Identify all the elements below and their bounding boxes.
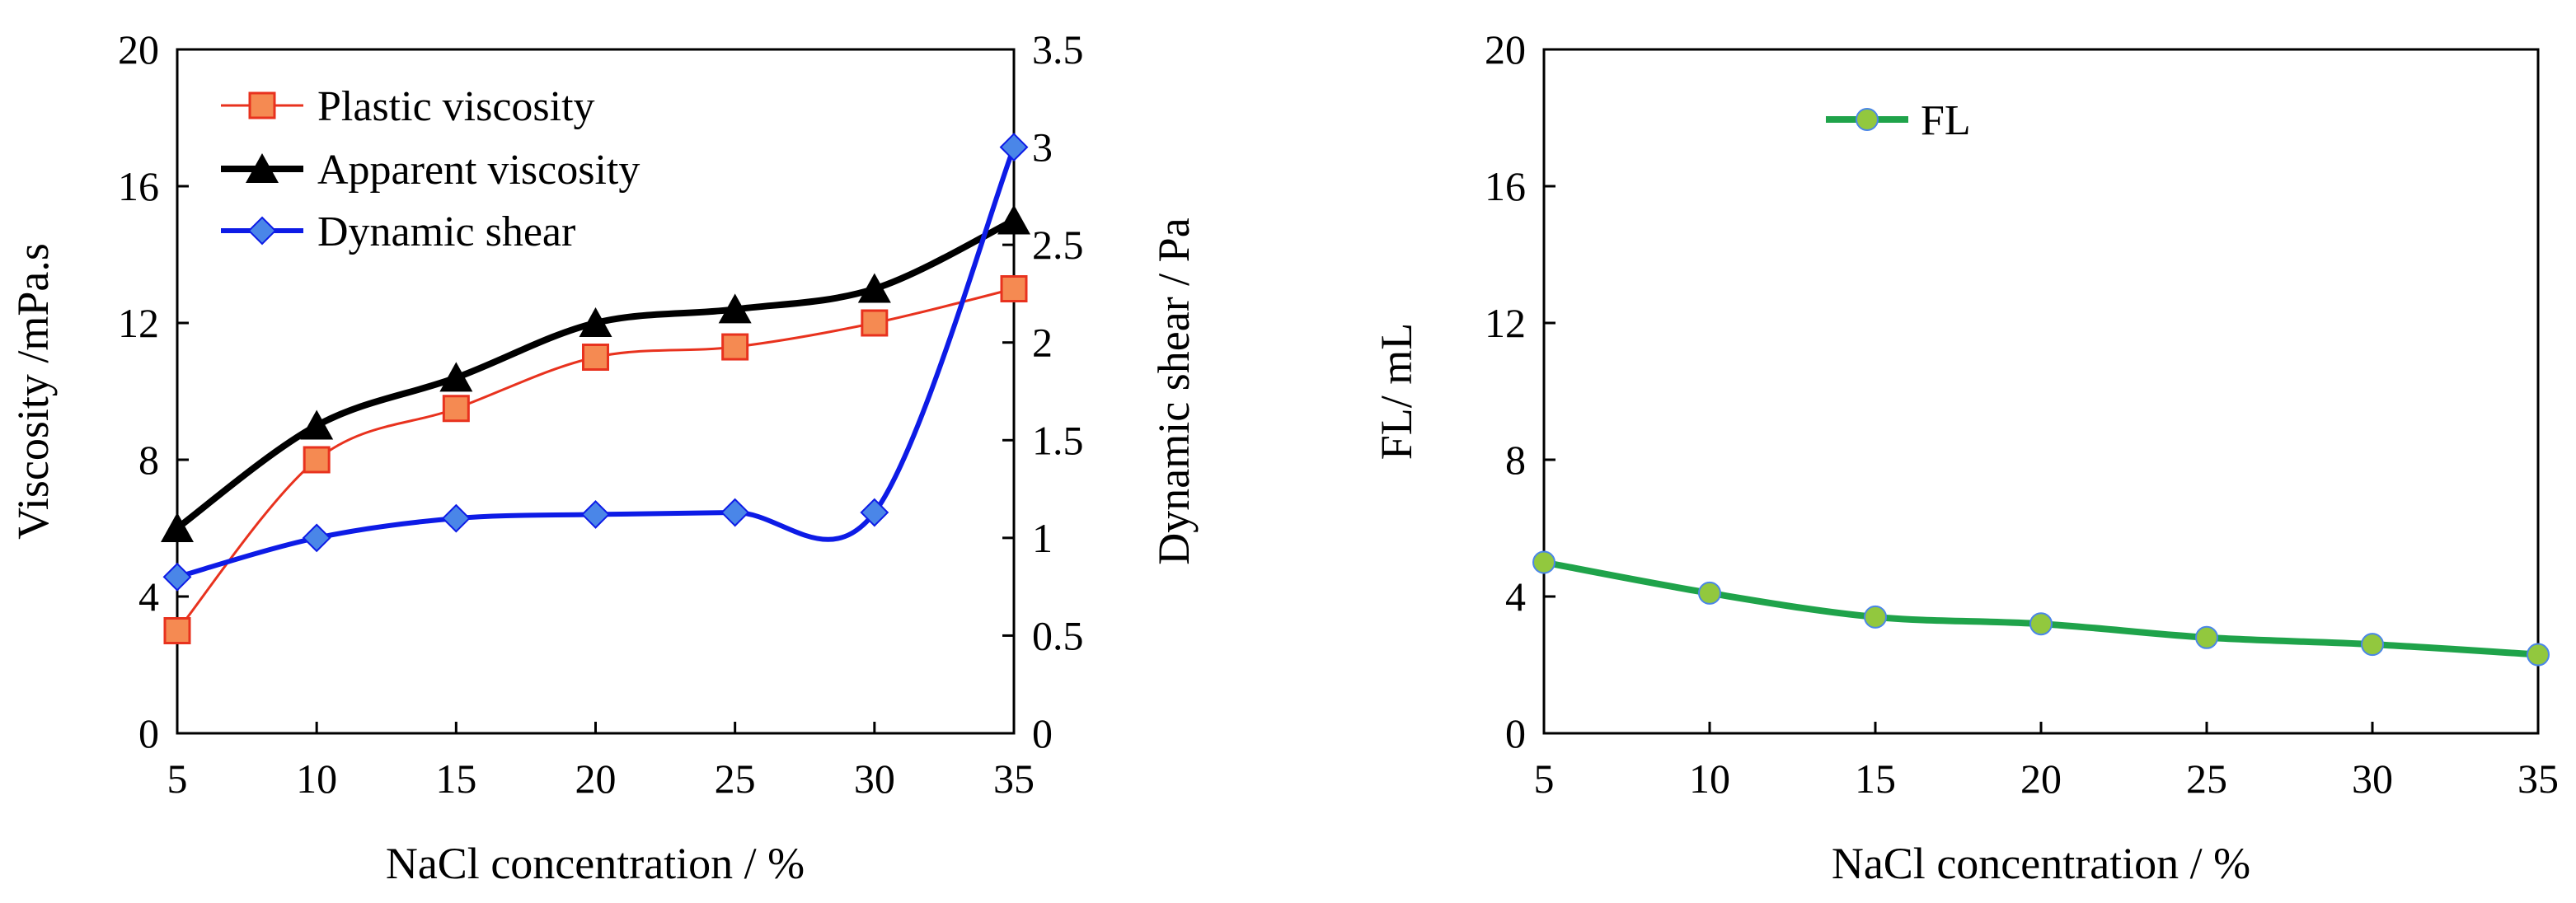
plastic-viscosity-point <box>721 333 749 361</box>
x-axis-title: NaCl concentration / % <box>1832 839 2250 888</box>
x-tick-label: 20 <box>575 756 617 802</box>
fl-point <box>2195 625 2218 649</box>
fl-point <box>2361 633 2384 657</box>
x-tick-label: 20 <box>2020 756 2062 802</box>
apparent-viscosity-point <box>997 204 1030 235</box>
plastic-viscosity-point <box>303 446 331 474</box>
y-tick-label: 8 <box>138 437 159 483</box>
x-tick-label: 10 <box>1689 756 1730 802</box>
x-tick-label: 10 <box>296 756 337 802</box>
x-tick-label: 30 <box>2352 756 2393 802</box>
y-tick-label: 20 <box>1485 26 1526 73</box>
fl-point <box>1532 550 1555 574</box>
plastic-viscosity-point <box>861 309 889 337</box>
apparent-viscosity-point <box>300 409 334 440</box>
legend-item-plastic-viscosity: Plastic viscosity <box>221 83 595 130</box>
x-tick-label: 35 <box>2517 756 2559 802</box>
apparent-viscosity-point <box>857 273 891 303</box>
series-layer <box>1532 550 2550 667</box>
dynamic-shear-point <box>999 133 1029 161</box>
x-tick-label: 25 <box>2186 756 2227 802</box>
y2-axis-title: Dynamic shear / Pa <box>1149 218 1199 564</box>
x-axis-ticks: 5 10 15 20 25 30 35 <box>167 722 1035 802</box>
y-tick-label: 8 <box>1505 437 1526 483</box>
x-tick-label: 15 <box>435 756 476 802</box>
dynamic-shear-point <box>441 503 471 533</box>
plot-area-left <box>176 48 1016 735</box>
y2-tick-label: 3.5 <box>1032 26 1084 73</box>
y-tick-label: 16 <box>118 163 159 209</box>
y2-tick-label: 1 <box>1032 515 1053 561</box>
fl-point <box>2527 643 2550 667</box>
fluid-loss-chart: 0 4 8 12 16 20 5 10 15 20 25 30 35 NaCl concentrati… <box>1372 26 2559 888</box>
dynamic-shear-point <box>581 499 610 529</box>
legend-label: Dynamic shear <box>317 208 575 255</box>
x-tick-label: 25 <box>715 756 756 802</box>
dynamic-shear-point <box>720 498 750 527</box>
right-y-axis-ticks: 0 0.5 1 1.5 2 2.5 3 3.5 <box>1002 26 1084 756</box>
x-tick-label: 30 <box>854 756 895 802</box>
viscosity-chart: 0 4 8 12 16 20 0 0.5 1 1.5 2 2.5 3 3.5 5 10 15 20 25 30 35… <box>8 26 1199 888</box>
x-tick-label: 5 <box>1534 756 1555 802</box>
left-y-axis-ticks: 0 4 8 12 16 20 <box>1485 26 1555 756</box>
legend-item-fl: FL <box>1826 97 1971 144</box>
apparent-viscosity-point <box>579 307 612 337</box>
x-axis-title: NaCl concentration / % <box>386 839 805 888</box>
y2-tick-label: 0 <box>1032 710 1053 756</box>
apparent-viscosity-point <box>718 293 752 324</box>
x-tick-label: 15 <box>1855 756 1896 802</box>
plastic-viscosity-point <box>1000 275 1028 302</box>
y-tick-label: 4 <box>1505 573 1526 620</box>
legend-item-apparent-viscosity: Apparent viscosity <box>221 147 640 194</box>
series-layer <box>161 133 1030 644</box>
y-tick-label: 16 <box>1485 163 1526 209</box>
y-tick-label: 4 <box>138 573 159 620</box>
y2-tick-label: 1.5 <box>1032 417 1084 463</box>
legend: Plastic viscosity Apparent viscosity Dyn… <box>221 83 640 255</box>
y-tick-label: 0 <box>138 710 159 756</box>
y-axis-title: Viscosity /mPa.s <box>8 243 58 540</box>
plastic-viscosity-point <box>442 395 470 423</box>
fl-point <box>1698 581 1721 605</box>
y-tick-label: 12 <box>1485 300 1526 346</box>
left-y-axis-ticks: 0 4 8 12 16 20 <box>118 26 189 756</box>
legend-label: FL <box>1921 97 1971 144</box>
y-tick-label: 0 <box>1505 710 1526 756</box>
x-axis-ticks: 5 10 15 20 25 30 35 <box>1534 722 2559 802</box>
x-tick-label: 5 <box>167 756 188 802</box>
y2-tick-label: 0.5 <box>1032 612 1084 658</box>
dynamic-shear-point <box>860 498 889 527</box>
legend-label: Plastic viscosity <box>317 83 595 130</box>
dynamic-shear-point <box>302 523 331 553</box>
fl-point <box>1864 605 1887 629</box>
y2-tick-label: 3 <box>1032 124 1053 171</box>
y-axis-title: FL/ mL <box>1372 323 1421 461</box>
fl-point <box>2029 612 2053 636</box>
y-tick-label: 12 <box>118 300 159 346</box>
x-tick-label: 35 <box>993 756 1035 802</box>
legend-item-dynamic-shear: Dynamic shear <box>221 208 575 255</box>
dynamic-shear-point <box>162 562 192 592</box>
plastic-viscosity-point <box>582 344 609 371</box>
apparent-viscosity-point <box>161 512 194 542</box>
y-tick-label: 20 <box>118 26 159 73</box>
apparent-viscosity-point <box>439 362 473 392</box>
y2-tick-label: 2.5 <box>1032 222 1084 268</box>
legend-label: Apparent viscosity <box>317 147 640 194</box>
legend: FL <box>1826 97 1971 144</box>
y2-tick-label: 2 <box>1032 320 1053 366</box>
plastic-viscosity-point <box>163 617 191 644</box>
